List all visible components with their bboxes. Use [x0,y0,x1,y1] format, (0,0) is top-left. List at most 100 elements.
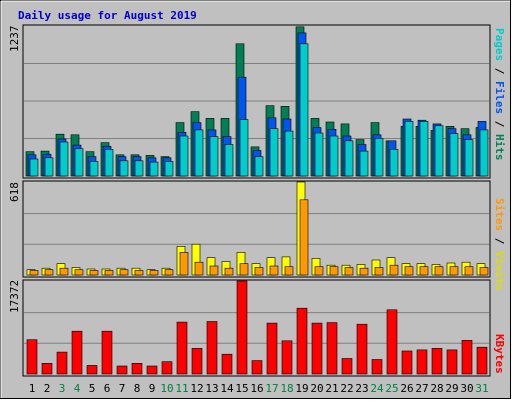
axis-label-visits: Visits [493,251,506,291]
kbytes-bar-day-13 [206,321,218,375]
x-tick-label-day-1: 1 [29,382,36,395]
pages-bar-day-9 [149,161,159,177]
hits-ymax-label: 1237 [8,26,21,53]
pages-bar-day-22 [344,140,354,177]
sites-bar-day-24 [374,267,384,276]
kbytes-bar-day-9 [146,365,158,375]
kbytes-bar-day-15 [236,280,248,375]
axis-label-hits: Hits [493,134,506,161]
visits-axis-label: Sites / Visits [493,198,506,291]
kbytes-bar-day-10 [161,361,173,375]
x-tick-label-day-30: 30 [460,382,473,395]
kbytes-axis-label: KBytes [493,334,506,374]
kbytes-bar-day-18 [281,340,293,375]
pages-bar-day-29 [449,133,459,177]
sites-bar-day-21 [329,266,339,276]
kbytes-bar-day-29 [446,349,458,375]
x-tick-label-day-29: 29 [445,382,458,395]
kbytes-bar-day-19 [296,307,308,375]
pages-bar-day-14 [224,144,234,177]
sites-visits-bars [26,181,489,276]
x-tick-label-day-5: 5 [89,382,96,395]
sites-bar-day-6 [104,270,114,276]
kbytes-bar-day-3 [56,351,68,375]
sites-bar-day-5 [89,270,99,276]
pages-bar-day-5 [89,161,99,177]
sites-bar-day-13 [209,265,219,276]
kbytes-bar-day-26 [401,350,413,375]
x-tick-label-day-7: 7 [119,382,126,395]
x-tick-label-day-26: 26 [400,382,413,395]
sites-bar-day-10 [164,269,174,276]
kbytes-bar-day-16 [251,360,263,375]
sites-bar-day-4 [74,269,84,276]
pages-bar-day-31 [479,129,489,177]
kbytes-bar-day-28 [431,347,443,375]
x-tick-label-day-16: 16 [250,382,263,395]
kbytes-bar-day-11 [176,321,188,375]
pages-bar-day-26 [404,121,414,177]
x-tick-label-day-9: 9 [149,382,156,395]
sites-bar-day-7 [119,269,129,276]
sites-bar-day-1 [29,270,39,276]
x-tick-label-day-27: 27 [415,382,428,395]
pages-bar-day-28 [434,125,444,177]
x-tick-label-day-19: 19 [295,382,308,395]
sites-bar-day-25 [389,264,399,276]
kbytes-bar-day-17 [266,322,278,375]
pages-bar-day-1 [29,158,39,177]
x-tick-label-day-3: 3 [59,382,66,395]
kbytes-bar-day-20 [311,322,323,375]
x-tick-label-day-12: 12 [190,382,203,395]
sites-bar-day-26 [404,266,414,276]
sites-bar-day-31 [479,267,489,276]
x-tick-label-day-21: 21 [325,382,338,395]
x-tick-label-day-10: 10 [160,382,173,395]
sites-bar-day-15 [239,263,249,276]
kbytes-bar-day-7 [116,365,128,375]
x-tick-label-day-31: 31 [475,382,488,395]
pages-bar-day-11 [179,135,189,177]
x-tick-label-day-11: 11 [175,382,188,395]
day-tick-labels: 1 2 3 4 5 6 7 8 9 10 11 12 13 14 15 16 17 18 19 20 21 22 23 24 2… [29,382,489,395]
kbytes-gridlines [24,312,489,344]
sites-bar-day-12 [194,261,204,276]
x-tick-label-day-4: 4 [74,382,81,395]
pages-bar-day-19 [299,43,309,177]
pages-bar-day-13 [209,136,219,177]
sites-bar-day-8 [134,270,144,276]
sites-bar-day-3 [59,267,69,276]
kbytes-bar-day-4 [71,330,83,375]
visits-gridlines [24,213,489,245]
kbytes-bar-day-31 [476,346,488,375]
kbytes-bar-day-1 [26,339,38,375]
hits-files-pages-bars [25,26,489,177]
pages-bar-day-30 [464,139,474,177]
axis-label-sep2: / [493,114,506,134]
pages-bar-day-20 [314,132,324,177]
x-tick-label-day-24: 24 [370,382,384,395]
kbytes-bar-day-12 [191,347,203,375]
x-tick-label-day-28: 28 [430,382,443,395]
axis-label-sep3: / [493,231,506,251]
kbytes-bar-day-30 [461,339,473,375]
axis-label-kbytes: KBytes [493,334,506,374]
pages-bar-day-23 [359,150,369,177]
sites-bar-day-28 [434,266,444,276]
pages-bar-day-4 [74,148,84,177]
kbytes-bar-day-24 [371,359,383,375]
kbytes-bar-day-27 [416,349,428,375]
sites-bar-day-11 [179,252,189,276]
kbytes-bar-day-6 [101,330,113,375]
pages-bar-day-2 [44,157,54,177]
sites-bar-day-16 [254,267,264,276]
pages-bar-day-6 [104,149,114,177]
pages-bar-day-25 [389,149,399,177]
axis-label-pages: Pages [493,28,506,61]
pages-bar-day-24 [374,138,384,177]
x-tick-label-day-23: 23 [355,382,368,395]
sites-bar-day-19 [299,199,309,276]
x-tick-label-day-15: 15 [235,382,248,395]
x-tick-label-day-8: 8 [134,382,141,395]
